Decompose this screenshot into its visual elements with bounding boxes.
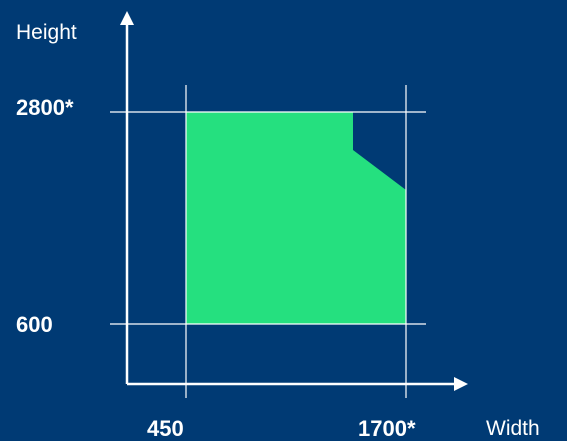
y-tick-min: 600: [16, 312, 53, 337]
valid-size-region: [186, 112, 406, 324]
x-tick-max: 1700*: [358, 416, 416, 441]
x-axis-title: Width: [486, 417, 540, 440]
x-axis-arrow-icon: [454, 377, 468, 391]
y-axis-arrow-icon: [120, 11, 134, 25]
y-axis-title: Height: [16, 21, 77, 44]
x-tick-min: 450: [147, 416, 184, 441]
y-tick-max: 2800*: [16, 95, 74, 120]
